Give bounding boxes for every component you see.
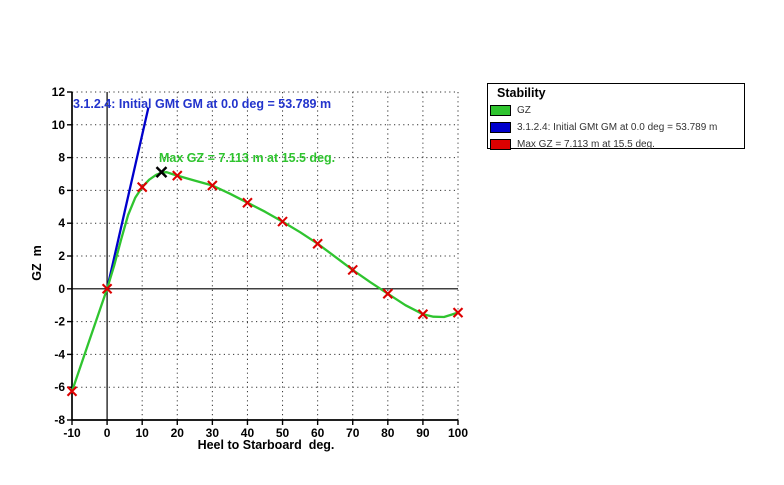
y-tick-label: -8 (54, 413, 65, 427)
x-tick-label: 20 (171, 426, 185, 440)
y-axis-title: GZ m (30, 245, 44, 281)
gz-curve (70, 171, 460, 393)
legend-item-label: 3.1.2.4: Initial GMt GM at 0.0 deg = 53.… (517, 121, 718, 133)
x-tick-label: 80 (381, 426, 395, 440)
y-tick-label: 6 (58, 183, 65, 197)
gz-series-swatch (490, 104, 511, 116)
max-gz-marker (155, 166, 168, 178)
y-tick-label: 4 (58, 216, 65, 230)
x-tick-label: 10 (136, 426, 150, 440)
x-tick-label: 60 (311, 426, 325, 440)
max-gz-annotation: Max GZ = 7.113 m at 15.5 deg. (159, 151, 336, 165)
x-tick-label: 70 (346, 426, 360, 440)
x-tick-label: 0 (104, 426, 111, 440)
legend-item-gz: GZ (490, 103, 744, 117)
x-tick-label: -10 (63, 426, 81, 440)
y-tick-label: -4 (54, 347, 65, 361)
y-tick-label: 12 (52, 85, 66, 99)
y-tick-label: -2 (54, 315, 65, 329)
axes: -8 -6 -4 -2 0 2 4 6 8 10 12 -10 0 10 20 30 40 50 60 70 80 90 1… (52, 85, 469, 440)
y-tick-label: 0 (58, 282, 65, 296)
x-tick-label: 90 (416, 426, 430, 440)
x-tick-label: 100 (448, 426, 468, 440)
x-tick-label: 50 (276, 426, 290, 440)
y-tick-label: 8 (58, 151, 65, 165)
gm-line-swatch (490, 121, 511, 133)
zero-lines (72, 92, 458, 420)
legend-title: Stability (497, 86, 546, 100)
x-tick-label: 30 (206, 426, 220, 440)
legend-item-maxgz: Max GZ = 7.113 m at 15.5 deg. (490, 137, 744, 151)
gm-line (105, 107, 150, 290)
x-tick-label: 40 (241, 426, 255, 440)
legend-item-gm: 3.1.2.4: Initial GMt GM at 0.0 deg = 53.… (490, 120, 744, 134)
y-tick-label: 10 (52, 118, 66, 132)
max-gz-swatch (490, 138, 511, 150)
grid-lines (72, 91, 459, 420)
legend-box: Stability GZ 3.1.2.4: Initial GMt GM at … (487, 83, 745, 151)
y-tick-label: 2 (58, 249, 65, 263)
y-tick-label: -6 (54, 380, 65, 394)
legend-item-label: GZ (517, 104, 531, 116)
legend-item-label: Max GZ = 7.113 m at 15.5 deg. (517, 138, 655, 150)
gm-annotation: 3.1.2.4: Initial GMt GM at 0.0 deg = 53.… (73, 97, 332, 111)
x-axis-title: Heel to Starboard deg. (197, 438, 335, 452)
data-point-markers (66, 170, 464, 397)
